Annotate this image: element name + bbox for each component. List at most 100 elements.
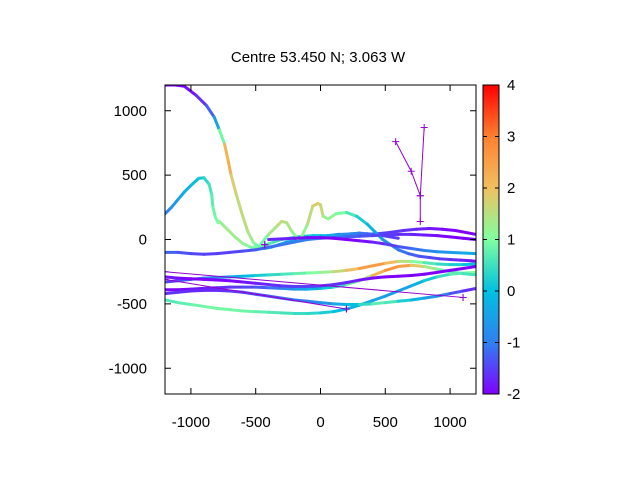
- track-7-segment: [215, 288, 232, 293]
- track-8-segment: [448, 266, 465, 272]
- track-9-segment: [267, 237, 284, 241]
- track-8-segment: [241, 280, 258, 285]
- track-7-segment: [396, 298, 413, 303]
- track-5-segment: [435, 272, 452, 279]
- track-1-segment: [182, 183, 193, 194]
- track-1-segment: [169, 198, 180, 209]
- track-2-segment: [417, 254, 431, 260]
- track-3-segment: [267, 243, 284, 249]
- track-3-segment: [344, 234, 361, 239]
- track-6-segment: [176, 287, 193, 292]
- track-5-segment: [370, 294, 387, 303]
- track-9-segment: [422, 248, 439, 254]
- track-9-segment: [409, 247, 426, 252]
- track-3-segment: [357, 234, 374, 238]
- track-5-segment: [409, 279, 426, 288]
- track-7-segment: [357, 302, 374, 307]
- track-1-segment: [233, 235, 245, 245]
- track-7-segment: [306, 299, 322, 305]
- track-6-segment: [306, 286, 322, 291]
- track-7-segment: [370, 301, 387, 306]
- track-0-segment: [217, 128, 227, 146]
- track-3-segment: [202, 252, 219, 256]
- marker-point: [420, 123, 428, 131]
- track-2-segment: [285, 221, 294, 234]
- chart-title: Centre 53.450 N; 3.063 W: [231, 49, 406, 66]
- track-2-segment: [267, 223, 280, 236]
- track-6-segment: [409, 263, 426, 269]
- track-8-segment: [370, 275, 387, 280]
- track-5-segment: [165, 298, 180, 305]
- track-2-segment: [448, 257, 462, 262]
- track-6-segment: [383, 265, 400, 272]
- track-2-segment: [438, 257, 452, 261]
- track-4-segment: [254, 273, 271, 278]
- markers-layer: [165, 123, 467, 313]
- track-0-segment: [234, 192, 245, 218]
- track-7-segment: [461, 286, 476, 293]
- track-5-segment: [306, 311, 322, 316]
- track-2-segment: [326, 212, 338, 221]
- track-0-segment: [440, 227, 457, 232]
- colorbar-tick-label: 2: [507, 180, 515, 197]
- track-5-segment: [267, 310, 284, 315]
- colorbar-ticks: -2 -1 0 1 2 3 4: [483, 77, 520, 403]
- track-6-segment: [280, 286, 297, 291]
- track-0-segment: [246, 230, 255, 244]
- track-3-segment: [383, 232, 400, 237]
- track-5-segment: [319, 310, 335, 315]
- x-tick-label: -1000: [172, 414, 210, 431]
- tracks-layer: [165, 85, 476, 316]
- marker-line-0: [395, 127, 425, 196]
- track-0-segment: [464, 230, 476, 236]
- track-0-segment: [401, 227, 418, 232]
- track-5-segment: [228, 308, 245, 313]
- track-3-segment: [448, 235, 465, 240]
- track-9-segment: [370, 240, 387, 246]
- track-8-segment: [396, 274, 413, 278]
- track-4-segment: [280, 272, 297, 276]
- track-4-segment: [409, 259, 426, 265]
- marker-point: [416, 192, 424, 200]
- track-8-segment: [267, 283, 284, 288]
- track-6-segment: [319, 285, 335, 290]
- track-6-segment: [267, 286, 284, 290]
- track-3-segment: [176, 250, 193, 256]
- track-6-segment: [461, 272, 476, 277]
- track-3-segment: [215, 250, 232, 256]
- track-6-segment: [370, 268, 387, 278]
- track-6-segment: [189, 286, 206, 291]
- track-6-segment: [254, 285, 271, 290]
- track-8-segment: [254, 281, 271, 287]
- colorbar-tick-label: -1: [507, 335, 520, 352]
- track-3-segment: [293, 238, 310, 244]
- colorbar-tick-label: 1: [507, 232, 515, 249]
- x-tick-label: -500: [241, 414, 271, 431]
- track-0-segment: [388, 228, 405, 234]
- track-1-segment: [388, 235, 400, 240]
- track-5-segment: [176, 301, 193, 307]
- track-3-segment: [435, 234, 452, 239]
- track-8-segment: [176, 276, 193, 281]
- track-8-segment: [344, 278, 361, 285]
- track-2-segment: [458, 258, 473, 263]
- track-3-segment: [254, 245, 271, 252]
- track-3-segment: [409, 232, 426, 237]
- track-6-segment: [215, 285, 232, 290]
- track-2-segment: [344, 210, 359, 218]
- y-tick-label: -500: [117, 296, 147, 313]
- track-0-segment: [229, 173, 238, 196]
- marker-point: [261, 241, 269, 249]
- track-4-segment: [306, 270, 322, 275]
- x-tick-label: 0: [316, 414, 324, 431]
- marker-point: [165, 275, 169, 283]
- track-5-segment: [396, 284, 413, 293]
- track-1-segment: [225, 227, 237, 239]
- track-0-segment: [194, 93, 208, 108]
- marker-point: [165, 268, 169, 276]
- track-4-segment: [435, 262, 452, 267]
- track-2-segment: [319, 203, 325, 218]
- x-tick-label: 500: [373, 414, 398, 431]
- track-2-segment: [427, 256, 442, 261]
